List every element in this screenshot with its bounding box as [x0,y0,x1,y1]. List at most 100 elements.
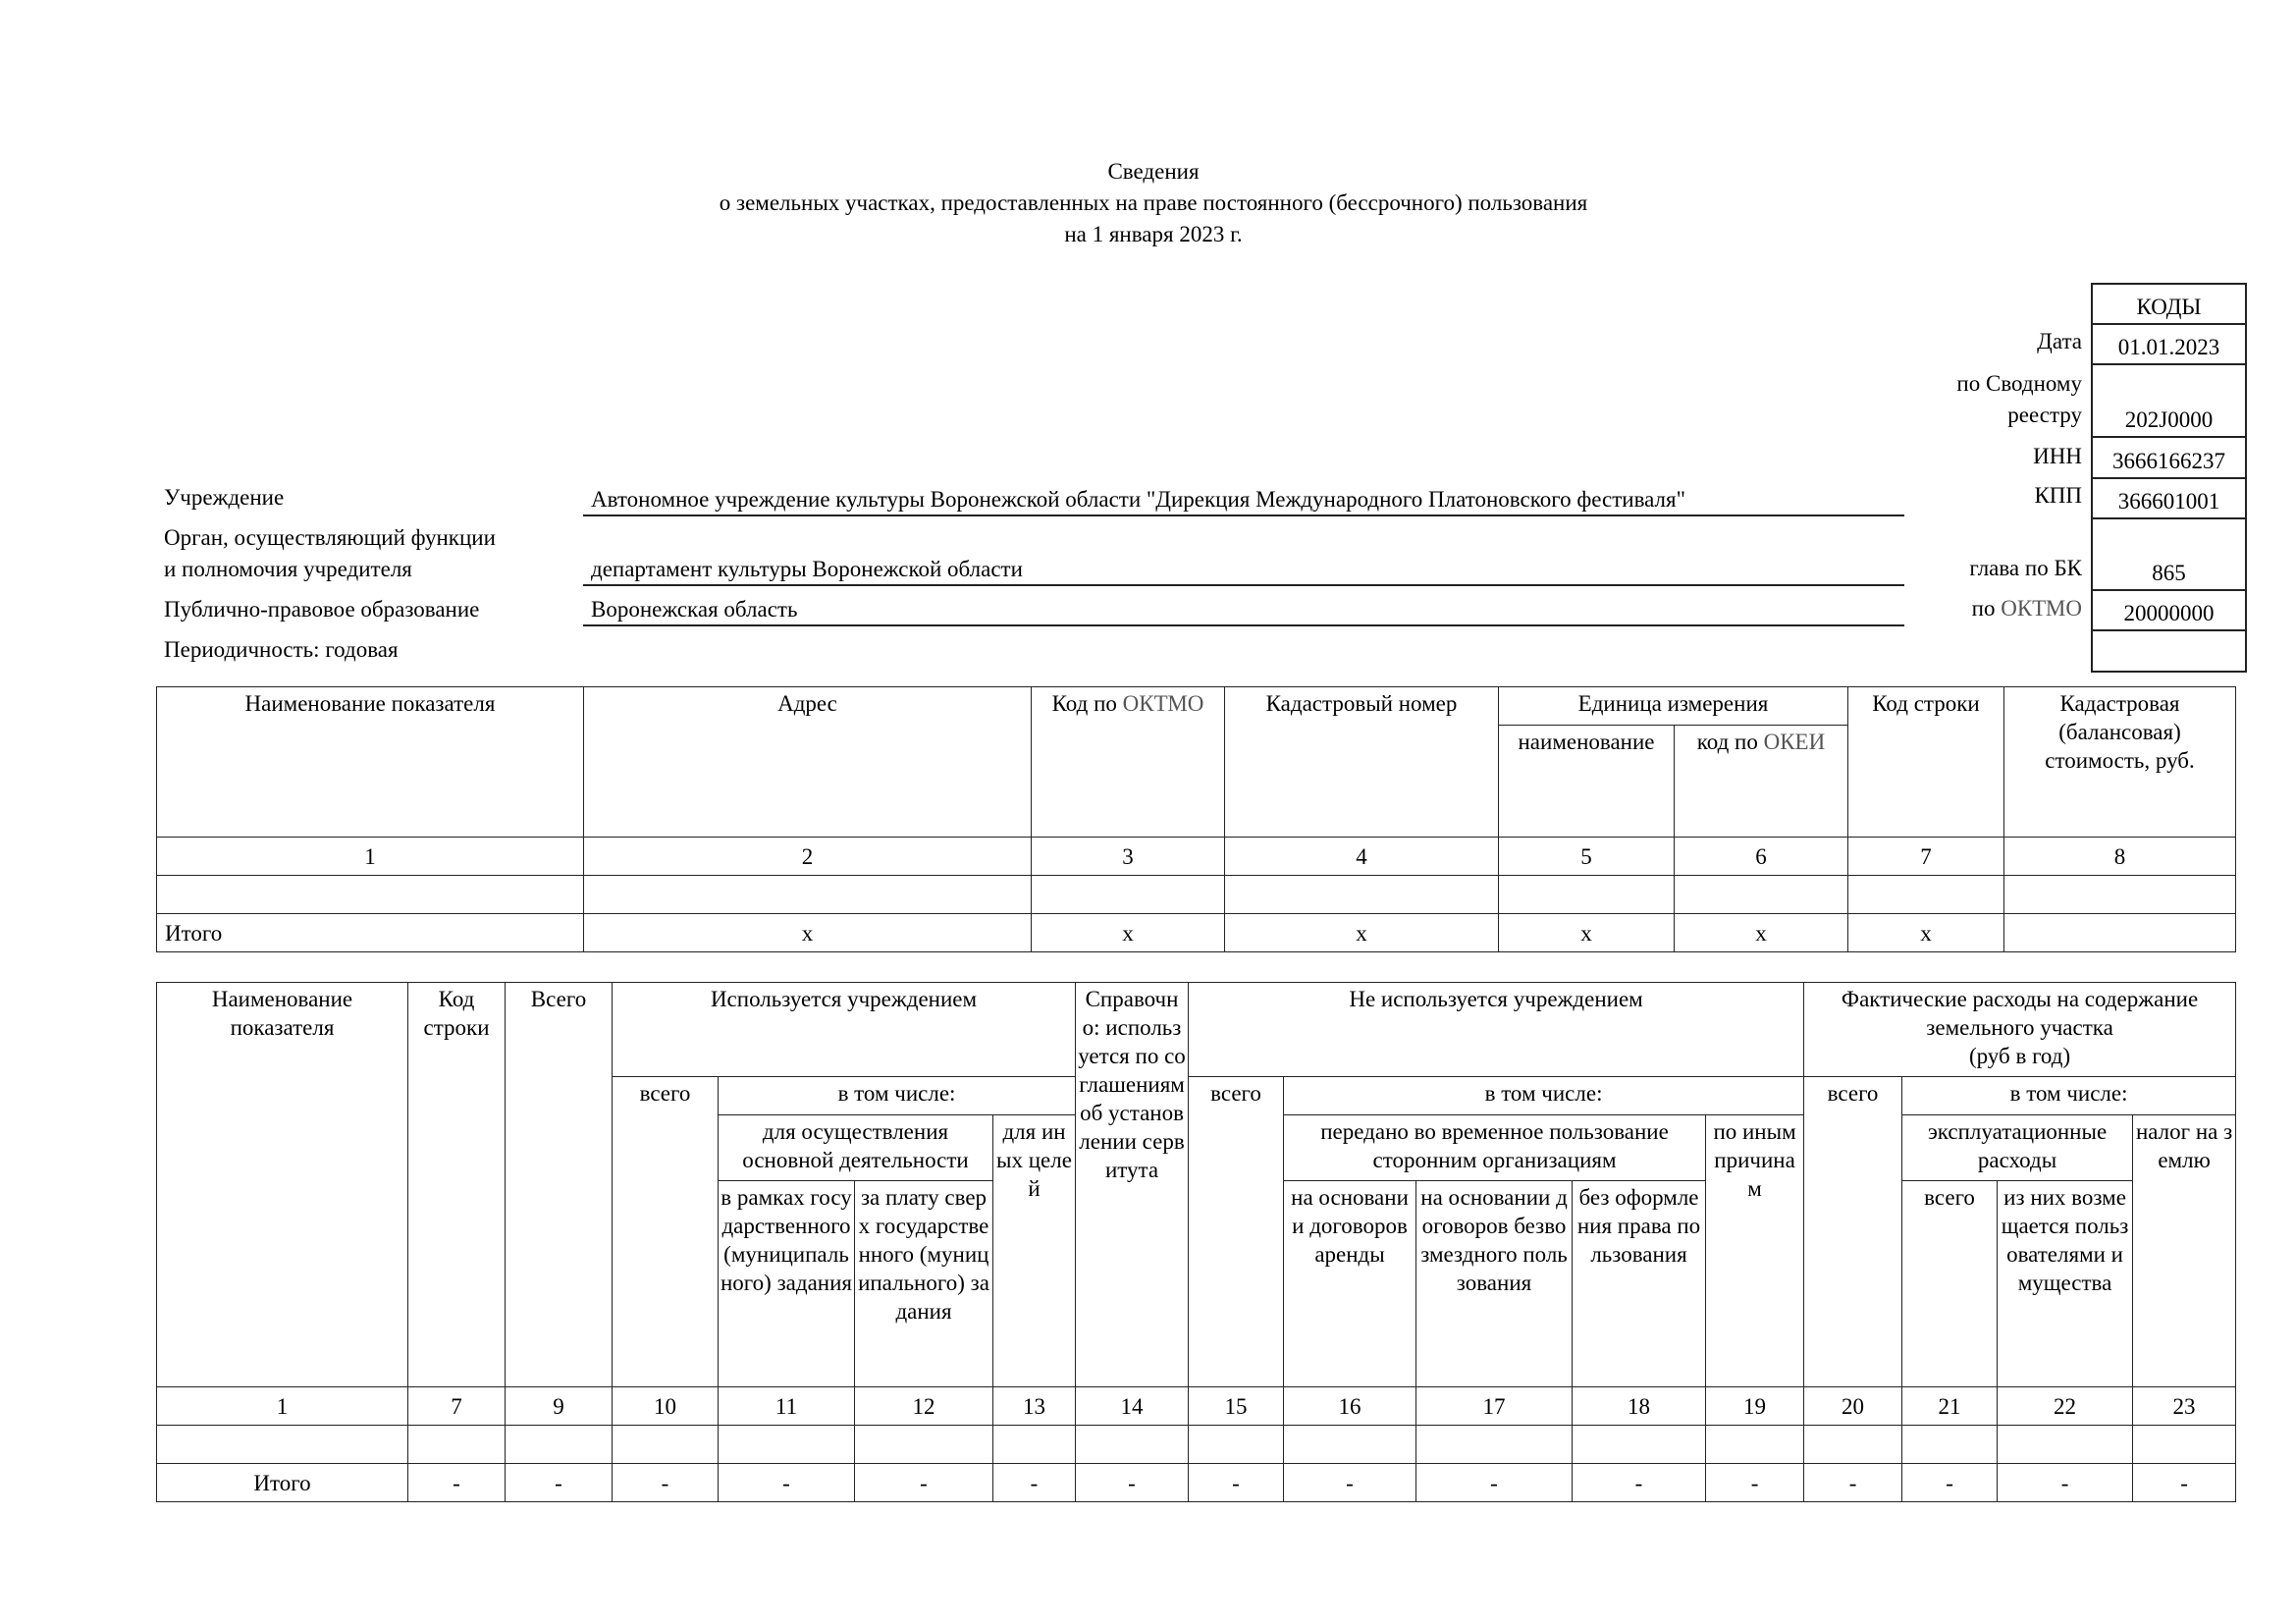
code-registry: 202J0000 [2093,365,2245,438]
col-header-no-rights: без оформления права пользования [1572,1180,1707,1387]
col-header-used-incl: в том числе: [717,1076,1077,1115]
oktmo-link: ОКТМО [1122,691,1204,716]
table-cell: 7 [1847,837,2004,876]
col-header-transferred: передано во временное пользование сторон… [1283,1114,1707,1181]
table-cell: 1 [156,1386,408,1426]
document-subtitle: о земельных участках, предоставленных на… [719,190,1588,215]
table-cell: - [718,1463,855,1502]
institution-value: Автономное учреждение культуры Воронежск… [583,485,1904,516]
col-header-reimbursed: из них возмещается пользователями имущес… [1997,1180,2134,1387]
table-cell [2003,875,2236,914]
table-cell [1075,1425,1190,1464]
col-header-okei: код по ОКЕИ [1674,725,1848,838]
table-cell [991,1425,1077,1464]
table-cell: - [1283,1463,1417,1502]
table-row [156,875,2236,914]
col-header-land-tax: налог на землю [2132,1114,2237,1387]
table-cell [1674,875,1848,914]
table-cell: 1 [156,837,584,876]
code-date: 01.01.2023 [2093,325,2245,365]
table-cell [854,1425,993,1464]
label-prefix: по [1971,596,2002,621]
document-date: на 1 января 2023 г. [1064,222,1243,246]
codes-title: КОДЫ [2093,285,2245,325]
code-empty [2093,631,2245,673]
table-cell: - [1415,1463,1574,1502]
table-cell: - [1075,1463,1190,1502]
col-header-not-used-incl: в том числе: [1283,1076,1805,1115]
table-cell: 23 [2132,1386,2237,1426]
table-cell: x [1498,913,1675,952]
code-kpp-label: КПП [2034,483,2082,508]
table-cell: 15 [1188,1386,1285,1426]
code-registry-label-2: реестру [2007,403,2082,427]
table-cell: x [1224,913,1499,952]
table-cell: 18 [1572,1386,1707,1426]
table-cell: - [1572,1463,1707,1502]
table-cell: 19 [1705,1386,1805,1426]
col-header-reference: Справочно: используется по соглашениям о… [1075,982,1190,1387]
code-oktmo-label: по ОКТМО [1972,594,2082,623]
table-cell [718,1425,855,1464]
col-header-name: Наименование показателя [156,686,584,838]
okei-link: ОКЕИ [1763,730,1826,754]
table-cell: - [991,1463,1077,1502]
table-cell [1847,875,2004,914]
col-header-state-task: в рамках государственного (муниципальног… [718,1180,855,1387]
table-cell: 11 [718,1386,855,1426]
founder-label-1: Орган, осуществляющий функции [164,525,496,550]
founder-value: департамент культуры Воронежской области [583,555,1904,586]
col-header-exp-incl: в том числе: [1901,1076,2237,1115]
oktmo-link: ОКТМО [2001,596,2082,621]
table-cell: - [2132,1463,2237,1502]
col-header-unit-name: наименование [1498,725,1675,838]
table-cell [1283,1425,1417,1464]
label-prefix: Код по [1051,691,1123,716]
table-cell: - [1803,1463,1903,1502]
table-cell: 22 [1997,1386,2134,1426]
table-cell: - [1188,1463,1285,1502]
table-cell [1415,1425,1574,1464]
table-cell: x [1847,913,2004,952]
table-row [156,1425,2237,1464]
table-cell: - [407,1463,506,1502]
table-cell: 21 [1901,1386,1999,1426]
col-header-operating: эксплуатационные расходы [1901,1114,2134,1181]
table-cell: Итого [156,1463,408,1502]
col-header-row-code: Код строки [1847,686,2004,838]
col-header-other-reasons: по иным причинам [1705,1114,1805,1387]
col-header-not-used-total: всего [1188,1076,1285,1387]
table-cell: x [1674,913,1848,952]
table-cell: 5 [1498,837,1675,876]
table-cell [1031,875,1225,914]
label-prefix: код по [1696,730,1764,754]
table-cell: - [1705,1463,1805,1502]
table-cell [1498,875,1675,914]
codes-box: КОДЫ 01.01.2023 202J0000 3666166237 3666… [2091,283,2247,673]
table-cell [1224,875,1499,914]
land-usage-table: Наименование показателя Код строки Всего… [156,982,2237,1502]
table-cell [1997,1425,2134,1464]
table-cell [407,1425,506,1464]
table-cell: 20 [1803,1386,1903,1426]
code-inn-label: ИНН [2033,444,2082,468]
col-header-not-used: Не используется учреждением [1188,982,1805,1077]
col-header-value: Кадастровая (балансовая) стоимость, руб. [2003,686,2236,838]
code-kpp: 366601001 [2093,479,2245,519]
table-cell [1901,1425,1999,1464]
col-header-total: Всего [505,982,613,1387]
table-cell: - [1901,1463,1999,1502]
public-entity-value: Воронежская область [583,595,1904,626]
table-cell: x [1031,913,1225,952]
code-inn: 3666166237 [2093,438,2245,479]
table-cell: Итого [156,913,584,952]
periodicity: Периодичность: годовая [164,637,399,662]
table-cell: - [612,1463,719,1502]
table-cell: x [583,913,1032,952]
col-header-exp-total: всего [1803,1076,1903,1387]
table-row: Итого - - - - - - - - - - - - - - - - [156,1463,2237,1502]
table-cell [1803,1425,1903,1464]
table-cell: - [854,1463,993,1502]
table-cell: - [1997,1463,2134,1502]
